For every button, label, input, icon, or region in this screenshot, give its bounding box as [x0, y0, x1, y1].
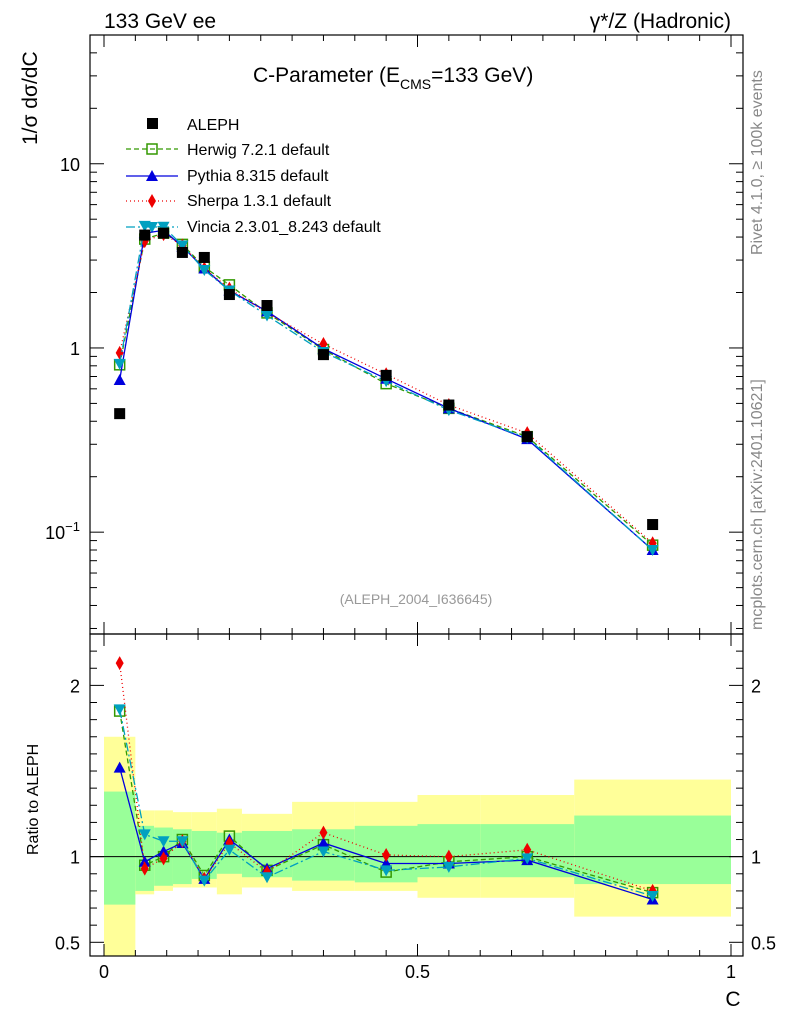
- legend-marker-sherpa: [148, 194, 156, 208]
- ratio-point-sherpa: [382, 847, 391, 862]
- legend-entry-vincia: Vincia 2.3.01_8.243 default: [126, 219, 381, 236]
- data-point-aleph: [139, 229, 151, 241]
- ratio-point-vincia: [113, 704, 126, 716]
- y-axis-label: 1/σ dσ/dC: [19, 51, 42, 145]
- ratio-y-axis-label: Ratio to ALEPH: [25, 744, 42, 855]
- ratio-point-vincia: [521, 853, 534, 865]
- x-tick-label: 0.5: [405, 962, 430, 982]
- ratio-tick-label-right: 0.5: [751, 933, 776, 953]
- data-point-vincia: [157, 221, 170, 233]
- ratio-plot-frame: [89, 633, 744, 957]
- ratio-line-herwig: [119, 710, 653, 894]
- ratio-tick-label-right: 1: [751, 848, 761, 868]
- ratio-band-green: [104, 791, 136, 905]
- data-point-vincia: [176, 240, 189, 252]
- ratio-tick-label-left: 2: [70, 676, 80, 696]
- x-tick-label: 0: [99, 962, 109, 982]
- ratio-point-pythia: [317, 836, 330, 848]
- data-point-aleph: [380, 369, 392, 381]
- legend-label-pythia: Pythia 8.315 default: [187, 168, 329, 185]
- data-point-vincia: [646, 545, 659, 557]
- data-point-aleph: [647, 519, 659, 531]
- mcplots-label: mcplots.cern.ch [arXiv:2401.10621]: [749, 379, 766, 630]
- y-tick-label: 10: [60, 155, 80, 175]
- x-tick-label: 1: [726, 962, 736, 982]
- legend-marker-pythia: [146, 170, 158, 181]
- data-point-aleph: [198, 251, 210, 263]
- ratio-point-pythia: [138, 855, 151, 867]
- ratio-point-pythia: [157, 845, 170, 857]
- legend-label-aleph: ALEPH: [187, 117, 239, 134]
- ratio-point-pythia: [113, 761, 126, 773]
- ratio-point-sherpa: [523, 842, 532, 857]
- ratio-point-vincia: [223, 844, 236, 856]
- ratio-point-sherpa: [115, 656, 124, 671]
- data-point-aleph: [317, 349, 329, 361]
- ratio-tick-label-right: 2: [751, 676, 761, 696]
- ratio-point-vincia: [442, 861, 455, 873]
- ratio-point-vincia: [646, 891, 659, 903]
- ratio-tick-label-left: 0.5: [55, 933, 80, 953]
- ratio-point-vincia: [138, 829, 151, 841]
- data-point-aleph: [176, 246, 188, 258]
- ratio-tick-label-left: 1: [70, 848, 80, 868]
- legend-marker-vincia: [146, 222, 158, 233]
- series-line-pythia: [119, 229, 654, 551]
- data-point-aleph: [521, 431, 533, 443]
- data-point-pythia: [113, 373, 126, 385]
- legend-marker-aleph: [147, 118, 158, 129]
- ratio-point-sherpa: [140, 861, 149, 876]
- analysis-id: (ALEPH_2004_I636645): [340, 591, 493, 607]
- data-point-aleph: [158, 227, 170, 239]
- ratio-band-green: [574, 815, 731, 885]
- ratio-point-sherpa: [319, 825, 328, 840]
- legend: ALEPH Herwig 7.2.1 default Pythia 8.315 …: [126, 117, 381, 236]
- chart-title: C-Parameter (ECMS=133 GeV): [253, 64, 533, 92]
- data-point-vincia: [198, 264, 211, 276]
- x-axis-label: C: [725, 988, 740, 1011]
- ratio-point-vincia: [317, 846, 330, 858]
- header-left: 133 GeV ee: [104, 10, 216, 33]
- data-point-aleph: [261, 300, 273, 312]
- plot-layer: 0 0.5 1 10−1 1 10 0.5 0.5 1 1 2 2: [45, 34, 776, 982]
- legend-entry-sherpa: Sherpa 1.3.1 default: [126, 193, 332, 210]
- data-point-aleph: [114, 408, 126, 420]
- legend-label-vincia: Vincia 2.3.01_8.243 default: [187, 219, 381, 236]
- legend-label-herwig: Herwig 7.2.1 default: [187, 142, 330, 159]
- ratio-line-sherpa: [119, 663, 653, 892]
- legend-entry-pythia: Pythia 8.315 default: [126, 168, 329, 185]
- data-point-aleph: [223, 289, 235, 301]
- header-right: γ*/Z (Hadronic): [590, 10, 731, 33]
- data-point-vincia: [113, 358, 126, 370]
- data-point-vincia: [138, 220, 151, 232]
- legend-entry-herwig: Herwig 7.2.1 default: [126, 142, 330, 159]
- ratio-point-vincia: [176, 836, 189, 848]
- ratio-point-vincia: [261, 872, 274, 884]
- data-point-vincia: [261, 310, 274, 322]
- ratio-point-vincia: [380, 865, 393, 877]
- y-tick-label: 10−1: [45, 519, 80, 543]
- legend-entry-aleph: ALEPH: [147, 117, 239, 134]
- legend-label-sherpa: Sherpa 1.3.1 default: [187, 193, 332, 210]
- ratio-point-sherpa: [444, 849, 453, 864]
- y-tick-label: 1: [70, 339, 80, 359]
- rivet-label: Rivet 4.1.0, ≥ 100k events: [749, 70, 766, 255]
- ratio-point-sherpa: [159, 851, 168, 866]
- ratio-point-vincia: [198, 875, 211, 887]
- legend-marker-herwig: [146, 143, 158, 155]
- data-point-aleph: [443, 399, 455, 411]
- ratio-point-vincia: [157, 836, 170, 848]
